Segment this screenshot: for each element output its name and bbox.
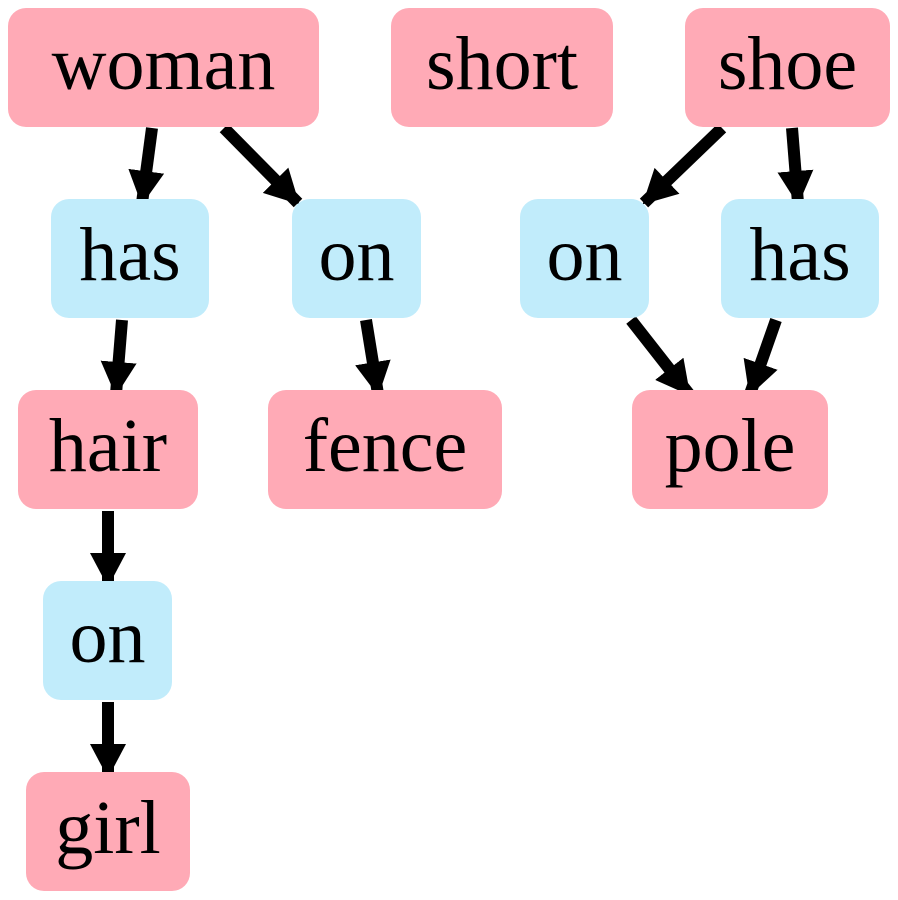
node-label: on xyxy=(69,594,146,679)
node-pole: pole xyxy=(632,390,828,509)
node-label: on xyxy=(318,212,395,297)
edge-has_1-to-hair xyxy=(100,319,137,396)
node-label: girl xyxy=(55,785,161,870)
node-has-1: has xyxy=(51,199,209,318)
edge-has_2-to-pole xyxy=(743,318,782,396)
edge-on_1-to-fence xyxy=(355,319,391,396)
node-label: hair xyxy=(48,403,168,488)
node-label: woman xyxy=(51,21,276,106)
node-label: fence xyxy=(302,403,468,488)
node-label: on xyxy=(546,212,623,297)
node-on-2: on xyxy=(520,199,649,318)
node-label: short xyxy=(426,21,578,106)
node-label: pole xyxy=(664,403,796,488)
node-fence: fence xyxy=(268,390,502,509)
node-has-2: has xyxy=(721,199,879,318)
edge-shoe-to-has_2 xyxy=(777,127,814,205)
node-on-3: on xyxy=(43,581,172,700)
node-label: has xyxy=(749,212,851,297)
node-short: short xyxy=(391,8,613,127)
edge-on_2-to-pole xyxy=(626,316,694,398)
edge-woman-to-on_1 xyxy=(219,123,303,208)
edge-woman-to-has_1 xyxy=(128,127,165,205)
node-girl: girl xyxy=(26,772,190,891)
node-label: shoe xyxy=(717,21,858,106)
node-label: has xyxy=(79,212,181,297)
node-on-1: on xyxy=(292,199,421,318)
node-woman: woman xyxy=(8,8,319,127)
node-hair: hair xyxy=(18,390,198,509)
node-shoe: shoe xyxy=(685,8,890,127)
edge-shoe-to-on_2 xyxy=(639,123,727,208)
